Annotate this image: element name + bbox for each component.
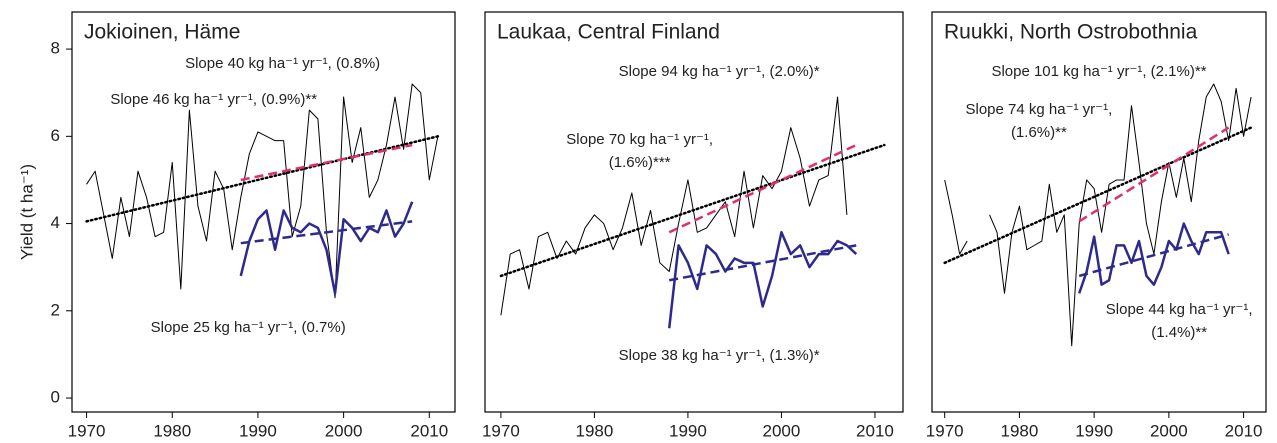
y-tick-label: 4: [51, 213, 60, 232]
trend-line: [1078, 126, 1230, 223]
y-tick-label: 8: [51, 39, 60, 58]
plot-frame: [484, 11, 904, 413]
x-tick-label: 1970: [482, 421, 520, 440]
plot-frame: [931, 11, 1267, 413]
annotation: Slope 38 kg ha⁻¹ yr⁻¹, (1.3%)*: [619, 347, 820, 364]
annotation: Slope 40 kg ha⁻¹ yr⁻¹, (0.8%): [185, 55, 380, 72]
x-tick-label: 2000: [763, 421, 801, 440]
x-tick-label: 1970: [926, 421, 964, 440]
annotation: (1.6%)***: [609, 154, 671, 171]
annotation: Slope 94 kg ha⁻¹ yr⁻¹, (2.0%)*: [619, 63, 820, 80]
x-tick-label: 2010: [856, 421, 894, 440]
annotation: Slope 46 kg ha⁻¹ yr⁻¹, (0.9%)**: [110, 91, 317, 108]
trend-line: [240, 220, 413, 245]
yield-line: [667, 231, 858, 329]
x-tick-label: 1990: [1075, 421, 1113, 440]
y-tick-label: 6: [51, 126, 60, 145]
annotation: Slope 44 kg ha⁻¹ yr⁻¹,: [1106, 301, 1253, 318]
panel-title: Laukaa, Central Finland: [497, 21, 720, 44]
annotation: Slope 70 kg ha⁻¹ yr⁻¹,: [566, 131, 713, 148]
x-tick-label: 1980: [153, 421, 191, 440]
x-tick-label: 1980: [575, 421, 613, 440]
annotation: (1.6%)**: [1011, 124, 1067, 141]
x-tick-label: 1980: [1001, 421, 1039, 440]
x-tick-label: 2010: [1225, 421, 1263, 440]
trend-line: [668, 143, 857, 234]
annotation: Slope 25 kg ha⁻¹ yr⁻¹, (0.7%): [151, 319, 346, 336]
x-tick-label: 2010: [410, 421, 448, 440]
trend-line: [943, 126, 1253, 265]
x-tick-label: 2000: [1150, 421, 1188, 440]
y-axis-label: Yield (t ha⁻¹): [17, 164, 36, 260]
yield-line: [500, 96, 848, 316]
trend-line: [668, 244, 857, 282]
panel-title: Jokioinen, Häme: [84, 21, 240, 44]
x-tick-label: 2000: [325, 421, 363, 440]
annotation: Slope 101 kg ha⁻¹ yr⁻¹, (2.1%)**: [991, 63, 1206, 80]
trend-line: [85, 135, 440, 223]
plot-frame: [71, 11, 456, 413]
trend-line: [1078, 233, 1229, 278]
yield-line: [86, 83, 439, 299]
x-tick-label: 1990: [669, 421, 707, 440]
annotation: Slope 74 kg ha⁻¹ yr⁻¹,: [966, 101, 1113, 118]
y-tick-label: 0: [51, 388, 60, 407]
annotation: (1.4%)**: [1151, 324, 1207, 341]
yield-line: [944, 83, 1252, 347]
yield-line: [1078, 222, 1230, 294]
yield-line: [239, 201, 414, 295]
trend-line: [499, 143, 886, 278]
x-tick-label: 1990: [239, 421, 277, 440]
y-tick-label: 2: [51, 300, 60, 319]
panel-title: Ruukki, North Ostrobothnia: [944, 21, 1198, 44]
trend-line: [240, 143, 413, 182]
x-tick-label: 1970: [68, 421, 106, 440]
